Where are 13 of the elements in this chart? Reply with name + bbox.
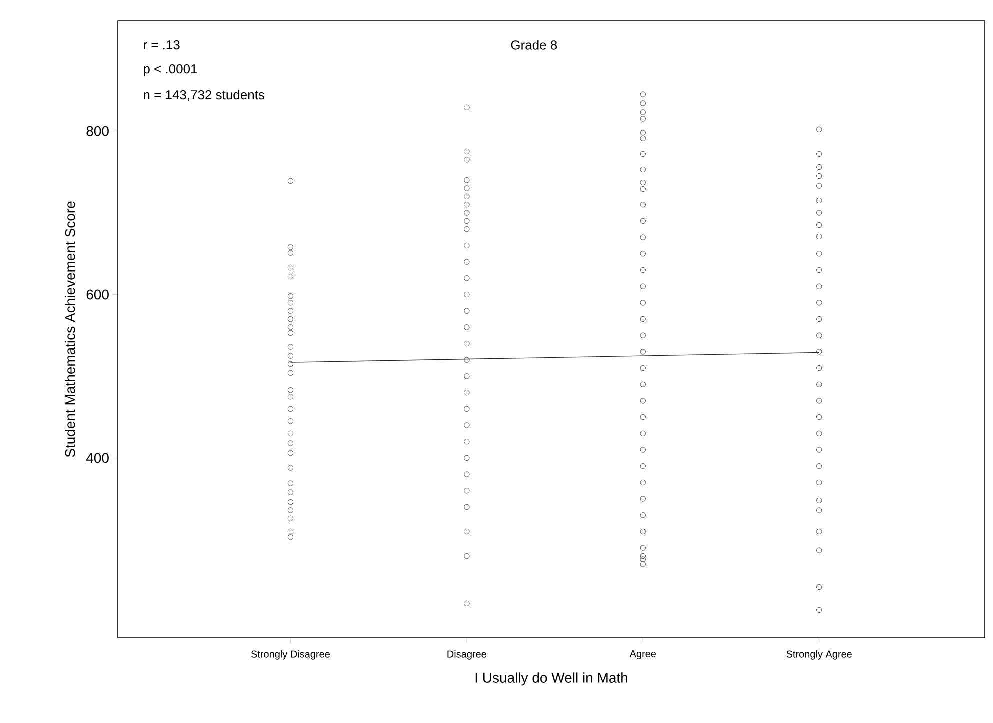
- x-tick-label: Strongly Agree: [786, 650, 852, 660]
- annotation: p < .0001: [144, 64, 198, 76]
- x-tick-label: Strongly Disagree: [251, 650, 330, 660]
- y-tick-label: 400: [86, 453, 109, 464]
- y-tick-label: 600: [86, 290, 109, 300]
- x-axis-title: I Usually do Well in Math: [476, 672, 628, 686]
- y-axis-title: Student Mathematics Achievement Score: [65, 202, 76, 458]
- x-tick-label: Agree: [630, 650, 656, 660]
- annotation: r = .13: [144, 40, 180, 50]
- x-tick-label: Disagree: [448, 650, 486, 660]
- y-tick-label: 800: [86, 126, 109, 136]
- text: Grade 8: [511, 40, 558, 50]
- annotation: n = 143,732 students: [144, 90, 264, 102]
